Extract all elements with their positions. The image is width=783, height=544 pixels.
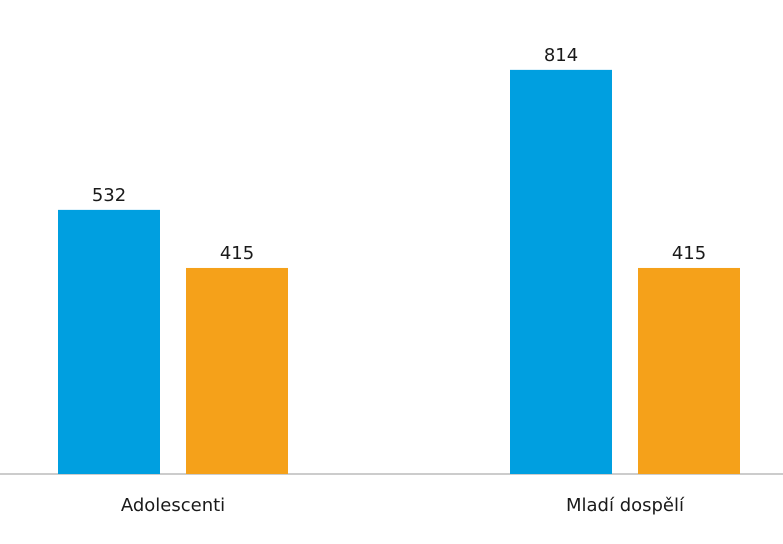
- bar-2-series-1: [510, 69, 612, 475]
- bar-2-series-2: [638, 267, 740, 474]
- data-label-1-series-1: 532: [92, 185, 126, 206]
- data-label-1-series-2: 415: [220, 243, 254, 264]
- bars-group: [58, 69, 740, 475]
- bar-1-series-2: [186, 267, 288, 474]
- value-labels-group: 532 415 814 415: [92, 45, 706, 264]
- data-label-2-series-1: 814: [544, 45, 578, 66]
- category-labels-group: Adolescenti Mladí dospělí: [121, 495, 685, 516]
- data-label-2-series-2: 415: [672, 243, 706, 264]
- category-label-2: Mladí dospělí: [566, 495, 685, 516]
- category-label-1: Adolescenti: [121, 495, 225, 516]
- bar-1-series-1: [58, 209, 160, 475]
